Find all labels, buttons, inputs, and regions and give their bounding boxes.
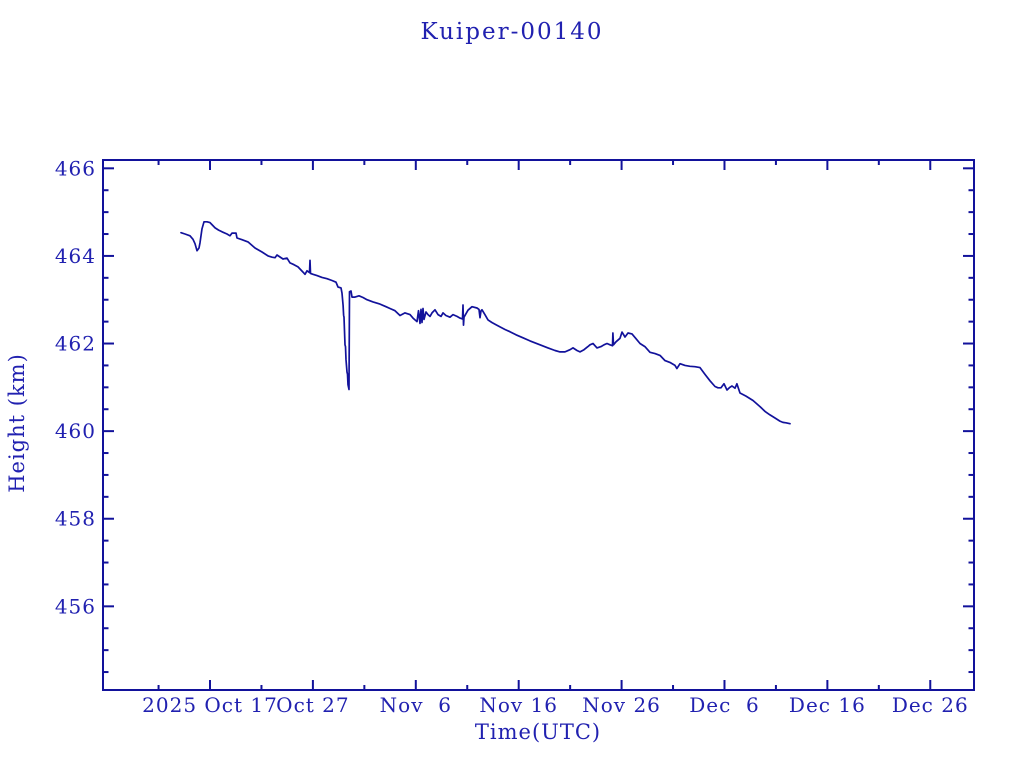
y-tick-label: 458: [55, 507, 96, 531]
series-line: [180, 220, 791, 425]
x-tick-label: Nov 6: [380, 693, 452, 717]
plot-frame: [102, 159, 975, 691]
x-tick-label: Dec 6: [689, 693, 760, 717]
x-tick-label: Nov 16: [479, 693, 558, 717]
y-tick-label: 460: [55, 419, 96, 443]
height-data-line: [180, 220, 791, 425]
x-tick-label: Nov 26: [582, 693, 661, 717]
x-tick-label: Dec 26: [892, 693, 969, 717]
x-tick-label: Oct 27: [276, 693, 349, 717]
x-axis-label: Time(UTC): [475, 720, 601, 744]
y-tick-label: 466: [55, 156, 96, 180]
y-axis-label: Height (km): [5, 353, 29, 493]
y-tick-label: 462: [55, 332, 96, 356]
y-tick-label: 464: [55, 244, 96, 268]
y-tick-label: 456: [55, 594, 96, 618]
x-tick-label: 2025 Oct 17: [142, 693, 278, 717]
x-tick-label: Dec 16: [789, 693, 866, 717]
chart-title: Kuiper-00140: [420, 19, 603, 45]
